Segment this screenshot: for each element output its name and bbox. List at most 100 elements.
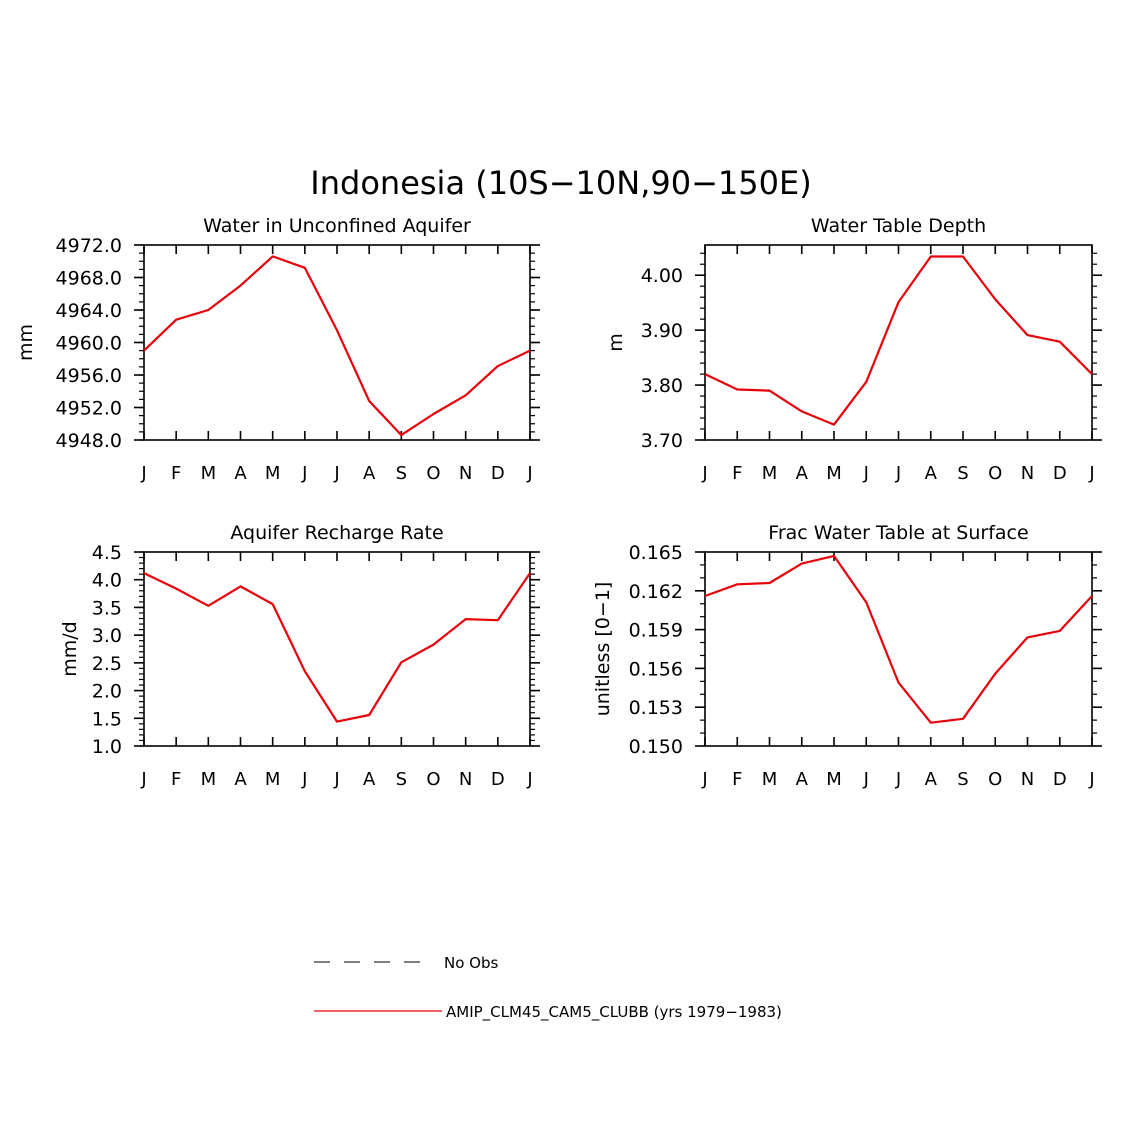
- y-tick-label: 3.90: [641, 320, 683, 342]
- x-tick-label: S: [957, 463, 968, 484]
- y-tick-label: 3.5: [92, 597, 122, 619]
- y-tick-label: 4.5: [92, 542, 122, 564]
- x-tick-label: J: [863, 463, 869, 484]
- x-tick-label: J: [701, 769, 707, 790]
- x-tick-label: M: [826, 463, 842, 484]
- x-tick-label: A: [234, 769, 247, 790]
- x-tick-label: A: [796, 463, 809, 484]
- plot-frame: [704, 551, 1093, 747]
- x-tick-label: J: [863, 769, 869, 790]
- x-tick-label: N: [1021, 769, 1034, 790]
- x-tick-label: J: [301, 463, 307, 484]
- y-tick-label: 4948.0: [56, 430, 122, 452]
- x-tick-label: A: [363, 463, 376, 484]
- plot-frame: [143, 551, 531, 747]
- legend-label-no-obs: No Obs: [444, 954, 498, 972]
- series-line-recharge-rate: [143, 572, 531, 723]
- x-tick-label: J: [301, 769, 307, 790]
- panel-title: Water in Unconfined Aquifer: [203, 215, 471, 237]
- x-tick-label: O: [988, 769, 1002, 790]
- y-tick-label: 3.0: [92, 625, 122, 647]
- x-tick-label: F: [732, 463, 742, 484]
- x-tick-label: J: [526, 463, 532, 484]
- x-tick-label: M: [762, 769, 778, 790]
- x-tick-label: J: [140, 769, 146, 790]
- x-tick-label: S: [957, 769, 968, 790]
- y-tick-label: 0.156: [629, 658, 683, 680]
- x-tick-label: F: [171, 463, 181, 484]
- legend-label-model: AMIP_CLM45_CAM5_CLUBB (yrs 1979−1983): [446, 1003, 782, 1022]
- y-tick-label: 4964.0: [56, 300, 122, 322]
- x-tick-label: J: [1088, 769, 1094, 790]
- y-tick-label: 1.5: [92, 708, 122, 730]
- x-tick-label: J: [895, 463, 901, 484]
- y-tick-label: 4960.0: [56, 333, 122, 355]
- x-tick-label: O: [988, 463, 1002, 484]
- figure-title: Indonesia (10S−10N,90−150E): [310, 164, 811, 202]
- y-tick-label: 4956.0: [56, 365, 122, 387]
- y-tick-label: 4972.0: [56, 235, 122, 257]
- y-axis-label: mm/d: [59, 621, 81, 676]
- x-tick-label: M: [201, 463, 217, 484]
- x-tick-label: D: [491, 769, 505, 790]
- y-tick-label: 3.70: [641, 430, 683, 452]
- panel-title: Frac Water Table at Surface: [768, 522, 1028, 544]
- y-tick-label: 0.153: [629, 697, 683, 719]
- x-tick-label: A: [925, 769, 938, 790]
- x-tick-label: N: [459, 769, 472, 790]
- x-tick-label: D: [491, 463, 505, 484]
- plot-frame: [143, 244, 531, 441]
- panel-frac-water-table: Frac Water Table at Surface unitless [0−1…: [592, 522, 1102, 790]
- series-line-water-table-depth: [704, 255, 1093, 426]
- x-tick-label: F: [171, 769, 181, 790]
- x-tick-label: J: [333, 463, 339, 484]
- y-tick-label: 4.0: [92, 570, 122, 592]
- x-tick-label: J: [701, 463, 707, 484]
- y-tick-label: 4968.0: [56, 268, 122, 290]
- x-tick-label: D: [1053, 463, 1067, 484]
- x-tick-label: O: [426, 463, 440, 484]
- y-tick-label: 2.0: [92, 681, 122, 703]
- x-tick-label: A: [363, 769, 376, 790]
- x-tick-label: A: [234, 463, 247, 484]
- x-tick-label: M: [826, 769, 842, 790]
- x-tick-label: A: [796, 769, 809, 790]
- panel-title: Aquifer Recharge Rate: [230, 522, 443, 544]
- x-tick-label: M: [265, 463, 281, 484]
- x-tick-label: S: [396, 769, 407, 790]
- y-tick-label: 3.80: [641, 375, 683, 397]
- y-tick-label: 2.5: [92, 653, 122, 675]
- x-tick-label: S: [396, 463, 407, 484]
- y-tick-label: 0.165: [629, 542, 683, 564]
- y-tick-label: 0.150: [629, 736, 683, 758]
- x-tick-label: M: [201, 769, 217, 790]
- y-axis-label: m: [605, 333, 627, 352]
- x-tick-label: J: [140, 463, 146, 484]
- x-tick-label: J: [895, 769, 901, 790]
- legend: No Obs AMIP_CLM45_CAM5_CLUBB (yrs 1979−1…: [314, 954, 782, 1022]
- x-tick-label: A: [925, 463, 938, 484]
- x-tick-label: F: [732, 769, 742, 790]
- x-tick-label: M: [265, 769, 281, 790]
- y-tick-label: 4952.0: [56, 398, 122, 420]
- x-tick-label: J: [1088, 463, 1094, 484]
- x-tick-label: N: [1021, 463, 1034, 484]
- y-axis-label: unitless [0−1]: [592, 582, 614, 717]
- y-tick-label: 4.00: [641, 265, 683, 287]
- y-tick-label: 1.0: [92, 736, 122, 758]
- plot-frame: [704, 244, 1093, 441]
- x-tick-label: M: [762, 463, 778, 484]
- x-tick-label: N: [459, 463, 472, 484]
- x-tick-label: O: [426, 769, 440, 790]
- series-line-aquifer-water: [143, 255, 531, 437]
- x-tick-label: J: [333, 769, 339, 790]
- x-tick-label: D: [1053, 769, 1067, 790]
- y-tick-label: 0.159: [629, 620, 683, 642]
- y-axis-label: mm: [15, 324, 37, 361]
- series-line-frac-water-table: [704, 554, 1093, 724]
